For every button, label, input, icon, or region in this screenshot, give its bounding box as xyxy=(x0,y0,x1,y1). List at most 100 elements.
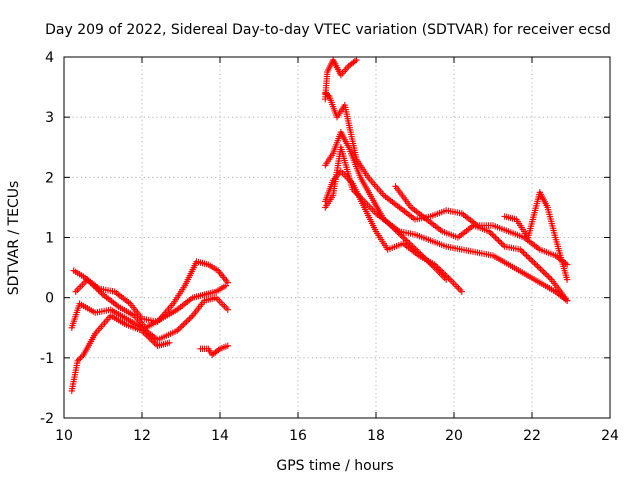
data-point-marker xyxy=(420,253,427,261)
data-point-marker xyxy=(423,256,430,264)
data-point-marker xyxy=(545,273,552,280)
data-point-marker xyxy=(187,314,195,321)
data-point-marker xyxy=(224,306,231,313)
y-tick-label: -2 xyxy=(40,411,54,427)
data-point-marker xyxy=(85,277,93,285)
data-point-marker xyxy=(426,259,434,267)
data-point-marker xyxy=(415,249,423,256)
data-point-marker xyxy=(87,279,94,286)
data-point-marker xyxy=(395,229,402,237)
y-tick-label: -1 xyxy=(40,351,54,367)
x-tick-label: 22 xyxy=(523,428,541,444)
y-tick-label: 0 xyxy=(45,291,54,307)
data-point-marker xyxy=(151,339,158,346)
data-point-marker xyxy=(173,327,181,334)
data-point-marker xyxy=(490,232,497,240)
data-point-marker xyxy=(390,225,398,232)
data-point-marker xyxy=(177,324,184,331)
data-point-marker xyxy=(406,240,413,247)
data-point-marker xyxy=(384,219,391,226)
data-point-marker xyxy=(489,231,496,238)
data-point-marker xyxy=(84,276,91,283)
data-point-marker xyxy=(404,238,412,246)
data-point-marker xyxy=(409,243,416,250)
data-point-marker xyxy=(412,246,419,253)
data-point-marker xyxy=(148,336,155,343)
data-point-marker xyxy=(90,282,97,289)
data-point-marker xyxy=(538,267,546,274)
data-point-marker xyxy=(398,232,405,240)
data-point-marker xyxy=(499,241,507,249)
data-point-marker xyxy=(351,58,359,65)
data-point-marker xyxy=(521,250,529,258)
plot-frame xyxy=(63,56,611,419)
data-point-marker xyxy=(93,285,100,292)
data-point-marker xyxy=(414,247,421,255)
data-point-marker xyxy=(387,222,395,229)
data-point-marker xyxy=(532,261,540,268)
data-point-marker xyxy=(523,252,530,259)
y-tick-label: 1 xyxy=(45,231,54,247)
data-point-marker xyxy=(149,338,157,345)
data-point-marker xyxy=(184,317,192,324)
data-point-marker xyxy=(180,321,187,328)
data-point-marker xyxy=(74,357,81,365)
y-tick-label: 2 xyxy=(45,170,54,186)
x-tick-label: 16 xyxy=(289,428,307,444)
data-point-marker xyxy=(425,258,432,265)
data-point-marker xyxy=(429,262,437,270)
data-point-marker xyxy=(443,276,450,283)
data-point-marker xyxy=(166,339,173,346)
data-point-marker xyxy=(138,327,146,334)
data-point-marker xyxy=(186,315,193,322)
data-point-marker xyxy=(389,223,396,231)
data-point-marker xyxy=(392,226,399,234)
data-point-marker xyxy=(528,256,535,264)
data-point-marker xyxy=(98,289,105,297)
data-point-marker xyxy=(183,318,190,325)
data-point-marker xyxy=(146,335,153,342)
data-point-marker xyxy=(353,56,360,64)
data-point-marker xyxy=(401,235,409,243)
y-tick-label: 3 xyxy=(45,110,54,126)
data-point-marker xyxy=(178,323,185,330)
data-point-marker xyxy=(421,255,429,262)
data-point-marker xyxy=(222,282,230,289)
x-tick-label: 24 xyxy=(601,428,619,444)
x-tick-label: 20 xyxy=(445,428,463,444)
data-point-marker xyxy=(428,261,435,268)
data-point-marker xyxy=(524,253,532,261)
data-point-marker xyxy=(393,228,401,235)
x-tick-label: 14 xyxy=(211,428,229,444)
data-point-marker xyxy=(152,341,160,348)
data-point-marker xyxy=(418,252,426,259)
data-point-marker xyxy=(88,280,96,288)
data-point-marker xyxy=(145,333,152,340)
data-point-marker xyxy=(386,220,393,228)
data-point-marker xyxy=(496,238,504,246)
data-point-marker xyxy=(518,247,526,255)
x-tick-label: 18 xyxy=(367,428,385,444)
data-point-marker xyxy=(492,234,499,241)
data-point-marker xyxy=(403,237,410,244)
data-point-marker xyxy=(520,249,527,256)
data-point-marker xyxy=(400,234,407,241)
data-point-marker xyxy=(493,235,501,243)
y-tick-label: 4 xyxy=(45,50,54,66)
data-point-marker xyxy=(78,353,86,360)
data-point-marker xyxy=(141,330,149,337)
data-point-marker xyxy=(526,255,533,262)
data-point-marker xyxy=(495,237,502,244)
data-point-marker xyxy=(95,286,102,294)
data-point-marker xyxy=(529,258,536,265)
data-point-marker xyxy=(485,228,493,235)
data-point-marker xyxy=(417,250,424,258)
data-point-marker xyxy=(411,244,418,252)
x-tick-label: 12 xyxy=(133,428,151,444)
data-point-marker xyxy=(96,288,104,295)
data-point-marker xyxy=(143,332,150,339)
data-point-marker xyxy=(77,354,84,362)
data-point-marker xyxy=(92,283,99,291)
data-point-marker xyxy=(175,326,182,333)
